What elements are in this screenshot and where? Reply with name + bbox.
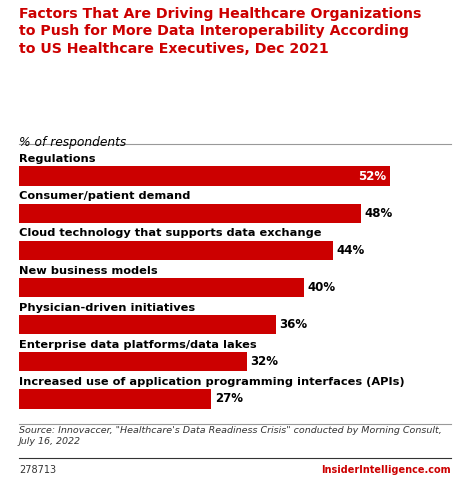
Text: Cloud technology that supports data exchange: Cloud technology that supports data exch… <box>19 228 321 239</box>
Text: 44%: 44% <box>336 244 364 257</box>
Text: 27%: 27% <box>215 392 243 405</box>
Text: Source: Innovaccer, "Healthcare's Data Readiness Crisis" conducted by Morning Co: Source: Innovaccer, "Healthcare's Data R… <box>19 426 441 446</box>
Text: % of respondents: % of respondents <box>19 136 126 149</box>
Bar <box>19 389 212 409</box>
Text: Consumer/patient demand: Consumer/patient demand <box>19 191 190 201</box>
Bar <box>19 166 390 185</box>
Text: Factors That Are Driving Healthcare Organizations
to Push for More Data Interope: Factors That Are Driving Healthcare Orga… <box>19 7 421 56</box>
Text: Physician-driven initiatives: Physician-driven initiatives <box>19 303 195 313</box>
Text: InsiderIntelligence.com: InsiderIntelligence.com <box>321 465 451 475</box>
Text: New business models: New business models <box>19 266 157 276</box>
Text: 32%: 32% <box>251 355 279 368</box>
Text: Increased use of application programming interfaces (APIs): Increased use of application programming… <box>19 377 404 387</box>
Text: 52%: 52% <box>358 170 386 183</box>
Text: 278713: 278713 <box>19 465 56 475</box>
Text: Enterprise data platforms/data lakes: Enterprise data platforms/data lakes <box>19 340 257 350</box>
Bar <box>19 352 247 371</box>
Bar <box>19 278 304 297</box>
Bar <box>19 240 333 260</box>
Bar <box>19 315 275 334</box>
Bar <box>19 204 361 223</box>
Text: 48%: 48% <box>365 206 393 220</box>
Text: 36%: 36% <box>279 318 307 331</box>
Text: 40%: 40% <box>307 281 336 294</box>
Text: Regulations: Regulations <box>19 154 95 164</box>
